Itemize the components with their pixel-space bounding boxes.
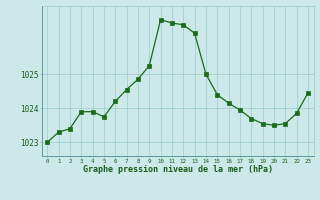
X-axis label: Graphe pression niveau de la mer (hPa): Graphe pression niveau de la mer (hPa) bbox=[83, 165, 273, 174]
